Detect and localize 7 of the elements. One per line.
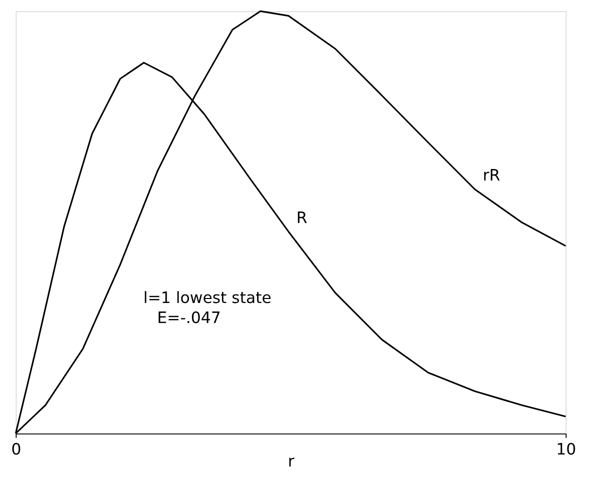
x-tick-label: 0 <box>11 440 22 459</box>
x-tick-label: 10 <box>556 440 576 459</box>
series-label: R <box>296 208 308 227</box>
annotation: l=1 lowest state <box>143 288 272 308</box>
x-axis-title: r <box>288 451 295 470</box>
series-label: rR <box>482 166 500 185</box>
annotation: E=-.047 <box>157 308 221 327</box>
